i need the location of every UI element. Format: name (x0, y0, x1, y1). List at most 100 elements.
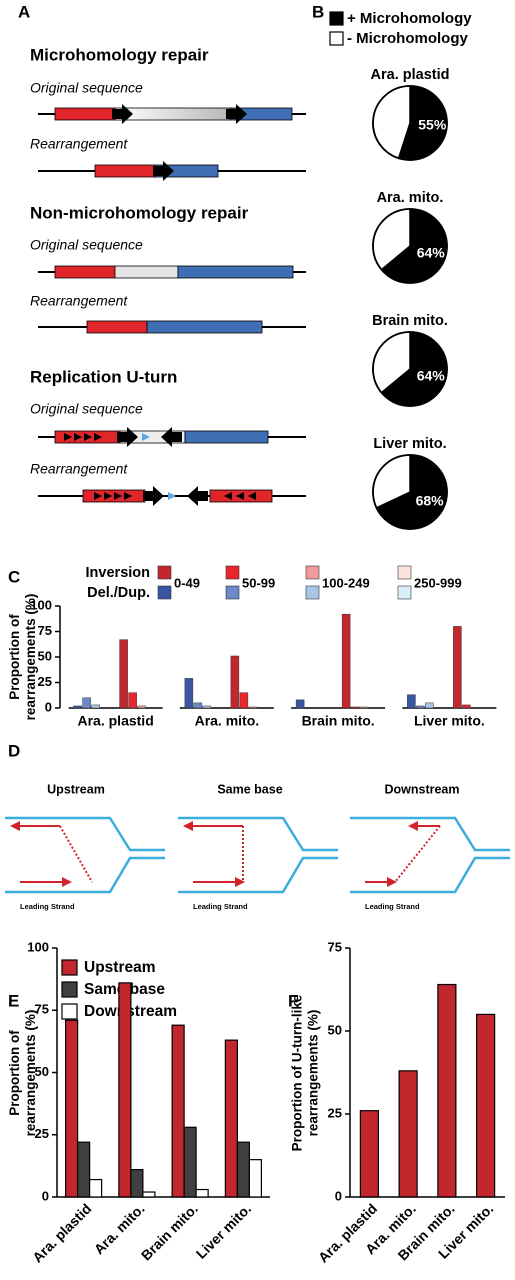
bar (425, 702, 434, 709)
pie-outline (372, 208, 448, 284)
bar (171, 1024, 185, 1198)
bar (130, 1169, 144, 1198)
bar (462, 704, 471, 709)
y-tick-label: 0 (335, 1188, 342, 1203)
bar (453, 626, 462, 709)
panel-label: B (312, 2, 324, 21)
section-title: Microhomology repair (30, 45, 209, 64)
legend-label: + Microhomology (347, 10, 472, 27)
bar (476, 1013, 496, 1198)
pie-value-label: 68% (416, 493, 445, 509)
panel-label: A (18, 2, 30, 21)
y-tick-label: 75 (35, 1002, 49, 1017)
legend-size-label: 100-249 (322, 575, 370, 590)
fork-title: Upstream (47, 782, 105, 796)
bar (128, 692, 137, 709)
legend-swatch (305, 565, 320, 580)
legend-row-label: Del./Dup. (87, 585, 150, 601)
pie-outline (372, 331, 448, 407)
x-tick-label: Liver mito. (193, 1200, 254, 1261)
bar (341, 613, 351, 709)
legend-swatch (225, 585, 240, 600)
pie-title: Brain mito. (372, 313, 448, 329)
x-tick-label: Ara. plastid (78, 713, 154, 729)
bar (248, 706, 258, 709)
row-label: Rearrangement (30, 461, 128, 477)
panel-label: F (288, 991, 298, 1010)
panel-label: D (8, 741, 20, 760)
y-tick-label: 75 (38, 623, 52, 638)
legend-size-label: 50-99 (242, 575, 275, 590)
fork-title: Same base (217, 782, 282, 796)
x-tick-label: Liver mito. (414, 713, 485, 729)
x-tick-label: Ara. mito. (91, 1200, 148, 1257)
bar (398, 1070, 418, 1198)
bar (65, 1019, 79, 1198)
row-label: Original sequence (30, 401, 143, 417)
y-tick-label: 75 (328, 939, 342, 954)
legend-swatch (397, 585, 412, 600)
bar (437, 983, 457, 1198)
bar (89, 1178, 103, 1198)
pie-value-label: 64% (417, 368, 446, 384)
y-tick-label: 25 (328, 1105, 342, 1120)
bar (239, 692, 249, 709)
y-tick-label: 25 (35, 1126, 49, 1141)
y-tick-label: 50 (328, 1022, 342, 1037)
x-tick-label: Brain mito. (302, 713, 375, 729)
x-tick-label: Brain mito. (138, 1200, 201, 1263)
bar (416, 705, 425, 709)
y-tick-label: 0 (42, 1188, 49, 1203)
x-tick-label: Ara. plastid (29, 1200, 94, 1265)
strand-label: Leading Strand (20, 902, 75, 911)
legend-swatch (61, 959, 78, 976)
pie-value-label: 55% (418, 117, 447, 133)
bar (184, 678, 194, 709)
bar (91, 704, 100, 709)
legend-swatch (305, 585, 320, 600)
y-tick-label: 50 (35, 1064, 49, 1079)
legend-label: - Microhomology (347, 30, 468, 47)
x-tick-label: Ara. mito. (195, 713, 260, 729)
row-label: Original sequence (30, 80, 143, 96)
bar (202, 705, 212, 709)
y-tick-label: 0 (45, 699, 52, 714)
panel-label: E (8, 991, 19, 1010)
legend-swatch (397, 565, 412, 580)
section-title: Non-microhomology repair (30, 203, 249, 222)
y-tick-label: 50 (38, 648, 52, 663)
y-tick-label: 100 (27, 939, 49, 954)
panel-label: C (8, 567, 20, 586)
pie-title: Ara. plastid (371, 67, 450, 83)
fork-title: Downstream (384, 782, 459, 796)
bar (183, 1126, 197, 1198)
bar (359, 706, 369, 709)
bar (236, 1141, 250, 1198)
row-label: Original sequence (30, 237, 143, 253)
section-title: Replication U-turn (30, 367, 177, 386)
pie-outline (372, 85, 448, 161)
y-axis-label: Proportion of rearrangements (%) (7, 1009, 38, 1136)
row-label: Rearrangement (30, 293, 128, 309)
legend-swatch (329, 11, 344, 26)
y-tick-label: 100 (30, 597, 52, 612)
legend-label: Upstream (84, 959, 156, 976)
legend-row-label: Inversion (86, 565, 150, 581)
bar (248, 1159, 262, 1198)
diagram-a: Microhomology repair Original sequence R… (30, 45, 306, 506)
pie-title: Liver mito. (373, 436, 446, 452)
bar (195, 1188, 209, 1198)
bar (118, 982, 132, 1198)
legend-swatch (157, 585, 172, 600)
row-label: Rearrangement (30, 136, 128, 152)
pie-outline (372, 454, 448, 530)
diagram-d: Upstream Same base Downstream Leading St… (5, 782, 510, 911)
bar (224, 1039, 238, 1198)
bar (295, 699, 305, 709)
bar (230, 655, 240, 709)
legend-swatch (157, 565, 172, 580)
legend-swatch (61, 1003, 78, 1020)
pie-title: Ara. mito. (377, 190, 444, 206)
